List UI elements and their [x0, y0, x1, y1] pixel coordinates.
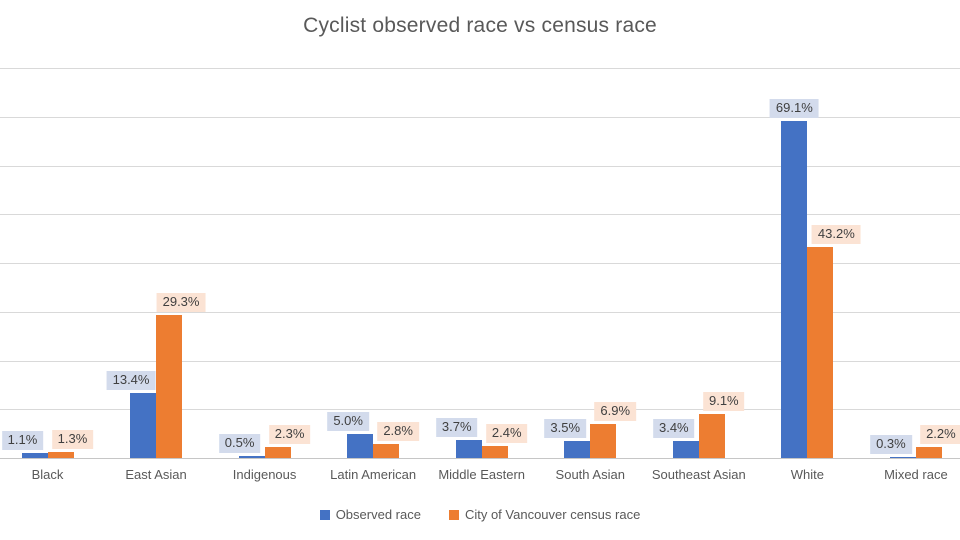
bar-observed-race-black	[21, 452, 48, 458]
bar-observed-race-south-asian	[564, 440, 591, 458]
gridline	[0, 68, 960, 69]
data-label-observed-race-southeast-asian: 3.4%	[652, 419, 695, 439]
legend-label-city-of-vancouver-census-race: City of Vancouver census race	[464, 507, 641, 522]
bar-observed-race-middle-eastern	[455, 439, 482, 458]
data-label-observed-race-white: 69.1%	[769, 99, 819, 119]
category-label-latin-american: Latin American	[330, 467, 417, 482]
legend: Observed race City of Vancouver census ra…	[0, 507, 960, 522]
category-label-southeast-asian: Southeast Asian	[651, 467, 746, 482]
bar-observed-race-indigenous	[238, 455, 265, 458]
data-label-observed-race-mixed-race: 0.3%	[870, 434, 912, 454]
data-label-city-of-vancouver-census-race-mixed-race: 2.2%	[920, 425, 960, 445]
bar-observed-race-white	[781, 121, 808, 458]
data-label-city-of-vancouver-census-race-southeast-asian: 9.1%	[702, 391, 745, 411]
data-label-city-of-vancouver-census-race-black: 1.3%	[51, 429, 94, 449]
x-axis-labels: Black East Asian Indigenous Latin American M…	[0, 467, 960, 487]
data-label-observed-race-latin-american: 5.0%	[327, 411, 369, 431]
legend-item-observed-race: Observed race	[319, 507, 421, 522]
bar-city-of-vancouver-census-race-black	[47, 451, 74, 458]
bar-city-of-vancouver-census-race-white	[807, 247, 834, 458]
data-label-city-of-vancouver-census-race-middle-eastern: 2.4%	[485, 424, 528, 444]
gridline	[0, 311, 960, 313]
legend-swatch-city-of-vancouver-census-race	[448, 509, 459, 520]
category-label-black: Black	[31, 467, 64, 482]
data-label-city-of-vancouver-census-race-white: 43.2%	[811, 225, 861, 245]
category-label-middle-eastern: Middle Eastern	[438, 467, 526, 482]
bar-city-of-vancouver-census-race-indigenous	[264, 446, 291, 458]
legend-label-observed-race: Observed race	[335, 507, 421, 522]
data-label-observed-race-indigenous: 0.5%	[218, 433, 261, 453]
category-label-white: White	[790, 467, 824, 482]
bar-city-of-vancouver-census-race-south-asian	[590, 424, 617, 458]
category-label-mixed-race: Mixed race	[884, 467, 948, 482]
category-label-south-asian: South Asian	[555, 467, 625, 482]
data-label-observed-race-black: 1.1%	[1, 430, 44, 450]
data-label-observed-race-east-asian: 13.4%	[106, 370, 156, 390]
gridline	[0, 165, 960, 167]
data-label-observed-race-south-asian: 3.5%	[544, 418, 587, 438]
bar-observed-race-mixed-race	[889, 456, 916, 458]
legend-item-city-of-vancouver-census-race: City of Vancouver census race	[448, 507, 641, 522]
x-axis-line	[0, 458, 960, 459]
gridline	[0, 409, 960, 411]
data-label-city-of-vancouver-census-race-east-asian: 29.3%	[156, 293, 206, 313]
legend-swatch-observed-race	[319, 509, 330, 520]
bar-observed-race-southeast-asian	[672, 441, 699, 458]
plot-area: 1.1% 1.3% 13.4% 29.3% 0.5% 2.3% 5.0% 2.8% 3.7% 2.…	[0, 68, 960, 459]
bar-city-of-vancouver-census-race-mixed-race	[915, 447, 942, 458]
bar-city-of-vancouver-census-race-latin-american	[373, 444, 400, 458]
data-label-city-of-vancouver-census-race-latin-american: 2.8%	[377, 422, 419, 442]
bar-city-of-vancouver-census-race-southeast-asian	[698, 413, 725, 458]
bar-observed-race-latin-american	[347, 433, 374, 458]
data-label-city-of-vancouver-census-race-indigenous: 2.3%	[268, 424, 311, 444]
gridline	[0, 360, 960, 362]
bar-observed-race-east-asian	[130, 392, 157, 458]
chart-title: Cyclist observed race vs census race	[303, 14, 657, 37]
data-label-observed-race-middle-eastern: 3.7%	[435, 417, 478, 437]
gridline	[0, 263, 960, 264]
gridline	[0, 116, 960, 118]
category-label-east-asian: East Asian	[125, 467, 187, 482]
bar-city-of-vancouver-census-race-east-asian	[156, 315, 183, 458]
bar-city-of-vancouver-census-race-middle-eastern	[481, 446, 508, 458]
category-label-indigenous: Indigenous	[232, 467, 297, 482]
gridline	[0, 214, 960, 216]
data-label-city-of-vancouver-census-race-south-asian: 6.9%	[594, 402, 637, 422]
